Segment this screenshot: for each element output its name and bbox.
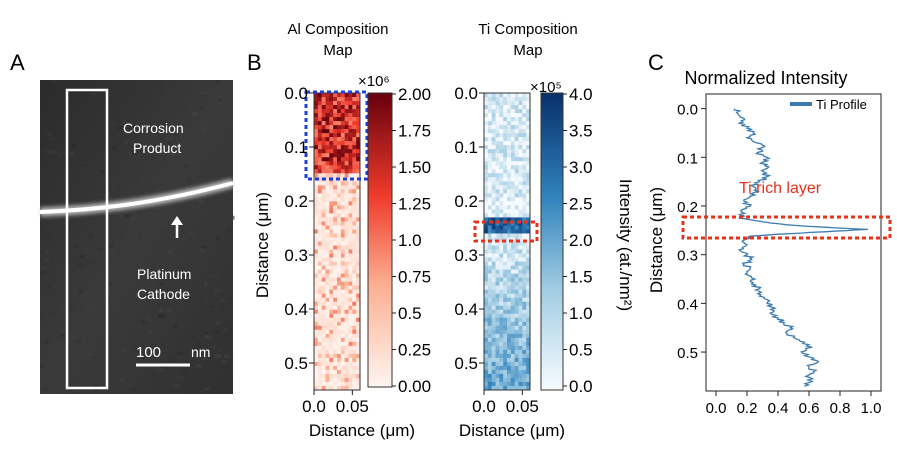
profile-ylabel: Distance (μm) bbox=[647, 187, 666, 293]
colorbar-tick-label: 2.5 bbox=[569, 195, 593, 214]
ti-x-axis: 0.0 0.05 bbox=[472, 390, 539, 416]
ti-colorbar bbox=[540, 92, 564, 391]
profile-legend: Ti Profile bbox=[790, 97, 867, 112]
sem-image-panel: Corrosion Product Platinum Cathode 100 n… bbox=[39, 80, 235, 394]
al-map-title-1: Al Composition bbox=[288, 21, 389, 38]
profile-x-tick-label: 0.0 bbox=[706, 400, 727, 417]
colorbar-tick-label: 1.50 bbox=[398, 158, 431, 177]
y-tick-label: 0.2 bbox=[454, 192, 478, 211]
ti-xlabel: Distance (μm) bbox=[459, 421, 565, 440]
profile-axes-frame bbox=[705, 93, 882, 392]
ti-colorbar-exponent: ×10⁵ bbox=[530, 79, 562, 96]
colorbar-tick-label: 1.0 bbox=[398, 231, 422, 250]
al-y-axis: 0.0 0.1 0.2 0.3 0.4 0.5 bbox=[284, 84, 314, 373]
y-tick-label: 0.4 bbox=[454, 300, 478, 319]
colorbar-tick-label: 1.5 bbox=[569, 268, 593, 287]
al-high-region-box bbox=[304, 90, 369, 181]
colorbar-tick-label: 0.75 bbox=[398, 268, 431, 287]
y-tick-label: 0.0 bbox=[454, 84, 478, 103]
ti-rich-layer-annotation: Ti rich layer bbox=[739, 180, 822, 197]
colorbar-tick-label: 0.00 bbox=[398, 377, 431, 396]
x-tick-label: 0.05 bbox=[506, 397, 539, 416]
colorbar-tick-label: 0.5 bbox=[398, 304, 422, 323]
colorbar-tick-label: 4.0 bbox=[569, 85, 593, 104]
al-x-axis: 0.0 0.05 bbox=[302, 390, 369, 416]
al-colorbar-exponent: ×10⁶ bbox=[358, 73, 390, 90]
x-tick-label: 0.05 bbox=[336, 397, 369, 416]
profile-y-tick-label: 0.3 bbox=[677, 248, 698, 265]
panel-letter-b: B bbox=[247, 50, 262, 75]
al-xlabel: Distance (μm) bbox=[309, 421, 415, 440]
up-arrow-icon bbox=[171, 216, 183, 238]
ti-y-axis: 0.0 0.1 0.2 0.3 0.4 0.5 bbox=[454, 84, 484, 373]
profile-y-tick-label: 0.4 bbox=[677, 296, 698, 313]
al-map-title-2: Map bbox=[323, 42, 352, 59]
profile-x-tick-label: 0.8 bbox=[830, 400, 851, 417]
profile-x-tick-label: 1.0 bbox=[861, 400, 882, 417]
al-heatmap bbox=[314, 93, 361, 391]
profile-y-axis: 0.0 0.1 0.2 0.3 0.4 0.5 bbox=[677, 102, 706, 362]
colorbar-tick-label: 1.25 bbox=[398, 195, 431, 214]
platinum-label-2: Cathode bbox=[137, 286, 190, 302]
ti-map-title-2: Map bbox=[513, 42, 542, 59]
y-tick-label: 0.0 bbox=[284, 84, 308, 103]
panel-letter-c: C bbox=[648, 50, 664, 75]
ti-profile-line bbox=[733, 108, 868, 387]
ti-rich-layer-box-profile bbox=[681, 215, 892, 240]
ti-colorbar-label: Intensity (at./nm²) bbox=[616, 179, 635, 311]
x-tick-label: 0.0 bbox=[302, 397, 326, 416]
colorbar-tick-label: 0.0 bbox=[569, 377, 593, 396]
y-tick-label: 0.1 bbox=[454, 138, 478, 157]
al-colorbar bbox=[367, 92, 393, 388]
profile-y-tick-label: 0.1 bbox=[677, 150, 698, 167]
profile-y-tick-label: 0.5 bbox=[677, 345, 698, 362]
colorbar-tick-label: 1.75 bbox=[398, 122, 431, 141]
profile-x-tick-label: 0.6 bbox=[799, 400, 820, 417]
platinum-label-1: Platinum bbox=[137, 266, 191, 282]
profile-x-tick-label: 0.4 bbox=[768, 400, 789, 417]
profile-x-axis: 0.0 0.2 0.4 0.6 0.8 1.0 bbox=[706, 391, 882, 417]
profile-x-tick-label: 0.2 bbox=[737, 400, 758, 417]
sem-background bbox=[40, 80, 233, 394]
ti-heatmap bbox=[484, 93, 531, 391]
colorbar-tick-label: 2.0 bbox=[569, 231, 593, 250]
corrosion-label-2: Product bbox=[133, 140, 181, 156]
x-tick-label: 0.0 bbox=[472, 397, 496, 416]
ti-map-title-1: Ti Composition bbox=[478, 21, 577, 38]
y-tick-label: 0.3 bbox=[284, 246, 308, 265]
colorbar-tick-label: 2.00 bbox=[398, 85, 431, 104]
analysis-region-box bbox=[65, 88, 109, 390]
y-tick-label: 0.5 bbox=[284, 354, 308, 373]
corrosion-label-1: Corrosion bbox=[123, 120, 184, 136]
colorbar-tick-label: 3.0 bbox=[569, 158, 593, 177]
profile-y-tick-label: 0.0 bbox=[677, 102, 698, 119]
ti-rich-layer-box bbox=[473, 220, 539, 243]
legend-label: Ti Profile bbox=[816, 97, 867, 112]
colorbar-tick-label: 3.5 bbox=[569, 122, 593, 141]
panel-letter-a: A bbox=[10, 50, 25, 75]
colorbar-tick-label: 0.5 bbox=[569, 341, 593, 360]
y-tick-label: 0.3 bbox=[454, 246, 478, 265]
al-colorbar-ticks: 2.00 1.75 1.50 1.25 1.0 0.75 0.5 0.25 0.00 bbox=[392, 85, 431, 396]
y-tick-label: 0.2 bbox=[284, 192, 308, 211]
y-tick-label: 0.1 bbox=[284, 138, 308, 157]
y-tick-label: 0.4 bbox=[284, 300, 308, 319]
scale-bar-value: 100 bbox=[136, 344, 161, 361]
platinum-cathode-line bbox=[39, 181, 234, 214]
scale-bar-unit: nm bbox=[191, 344, 210, 360]
ti-colorbar-ticks: 4.0 3.5 3.0 2.5 2.0 1.5 1.0 0.5 0.0 bbox=[563, 85, 593, 396]
al-ylabel: Distance (μm) bbox=[253, 192, 272, 298]
profile-title: Normalized Intensity bbox=[684, 68, 847, 88]
colorbar-tick-label: 0.25 bbox=[398, 341, 431, 360]
colorbar-tick-label: 1.0 bbox=[569, 304, 593, 323]
profile-y-tick-label: 0.2 bbox=[677, 199, 698, 216]
y-tick-label: 0.5 bbox=[454, 354, 478, 373]
